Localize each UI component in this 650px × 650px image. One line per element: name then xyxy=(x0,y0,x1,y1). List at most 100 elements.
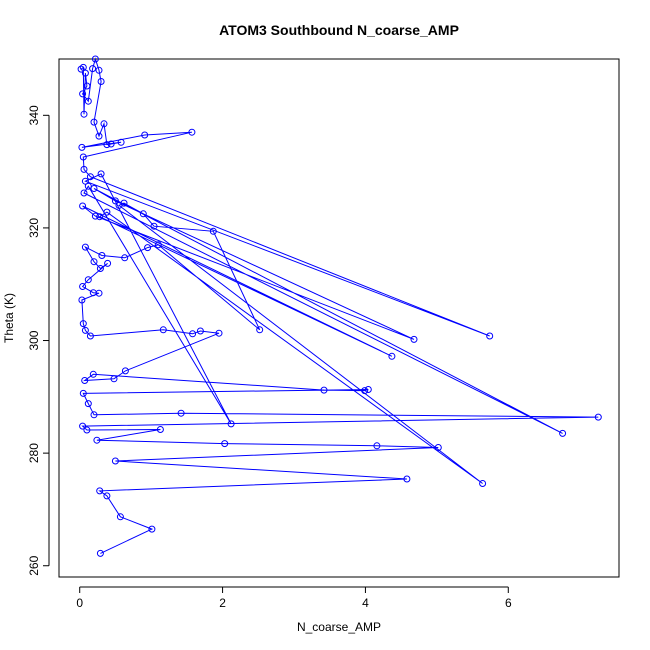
data-point xyxy=(121,254,129,262)
data-point xyxy=(79,90,87,98)
y-axis: 260 280 300 320 340 xyxy=(27,105,50,576)
data-point xyxy=(227,420,235,428)
data-point xyxy=(95,289,103,297)
data-point xyxy=(410,335,418,343)
y-tick-label: 300 xyxy=(27,330,41,350)
data-point xyxy=(156,426,164,433)
data-point xyxy=(209,227,217,235)
data-point xyxy=(95,66,103,74)
data-point xyxy=(103,141,111,149)
y-tick-label: 260 xyxy=(27,555,41,575)
x-tick-label: 4 xyxy=(362,596,369,610)
data-point xyxy=(79,202,87,210)
y-tick-label: 340 xyxy=(27,105,41,125)
data-point xyxy=(116,513,124,521)
data-point xyxy=(86,173,94,181)
data-point xyxy=(486,332,494,340)
data-point xyxy=(84,97,92,105)
plot-frame xyxy=(58,58,620,578)
y-tick-label: 320 xyxy=(27,218,41,238)
data-point xyxy=(256,326,264,334)
data-point xyxy=(83,82,91,90)
data-point xyxy=(373,442,381,450)
data-point xyxy=(479,480,487,487)
data-point xyxy=(91,55,99,63)
data-point xyxy=(215,329,223,337)
data-point xyxy=(104,259,112,267)
data-point xyxy=(84,400,92,408)
data-point xyxy=(117,138,125,146)
data-point xyxy=(90,185,98,192)
data-point xyxy=(80,110,88,118)
data-point xyxy=(83,426,91,434)
data-point xyxy=(320,386,328,394)
data-point xyxy=(141,131,149,139)
series-line xyxy=(80,57,599,554)
data-point xyxy=(154,241,162,249)
data-point xyxy=(90,118,98,126)
data-point xyxy=(148,525,156,533)
data-point xyxy=(188,128,196,136)
data-point xyxy=(111,197,119,205)
data-point xyxy=(139,210,147,218)
data-point xyxy=(150,222,158,230)
data-point xyxy=(79,283,87,290)
data-point xyxy=(434,444,442,451)
data-point xyxy=(79,153,87,161)
data-point xyxy=(594,413,602,421)
data-point xyxy=(196,327,204,335)
data-point xyxy=(111,457,119,465)
data-point xyxy=(120,199,128,207)
data-point xyxy=(189,330,197,338)
data-point xyxy=(84,276,92,284)
data-point xyxy=(81,177,89,185)
data-point xyxy=(96,549,104,557)
data-point xyxy=(110,375,118,383)
data-point xyxy=(86,332,94,340)
data-point xyxy=(84,182,92,190)
data-point xyxy=(388,352,396,360)
chart-title: ATOM3 Southbound N_coarse_AMP xyxy=(219,22,459,38)
data-point xyxy=(81,69,89,77)
data-point xyxy=(144,244,152,252)
x-axis: 0 2 4 6 xyxy=(76,586,512,610)
data-point xyxy=(177,409,185,417)
data-point xyxy=(97,170,105,178)
data-point xyxy=(95,132,103,140)
data-point xyxy=(90,411,98,419)
data-point xyxy=(103,208,111,216)
data-point xyxy=(78,143,86,151)
data-point xyxy=(93,436,101,444)
y-axis-label: Theta (K) xyxy=(2,293,16,343)
data-point xyxy=(96,265,104,272)
data-point xyxy=(81,326,89,334)
data-point xyxy=(81,377,89,384)
data-point xyxy=(403,475,411,483)
data-point xyxy=(103,492,111,500)
data-point xyxy=(78,296,86,304)
x-tick-label: 0 xyxy=(76,596,83,610)
data-point xyxy=(89,65,97,73)
data-point xyxy=(79,422,87,430)
data-point xyxy=(96,213,104,221)
y-tick-label: 280 xyxy=(27,443,41,463)
data-point xyxy=(96,487,104,495)
data-point xyxy=(89,370,97,378)
data-point xyxy=(98,252,106,259)
x-tick-label: 6 xyxy=(505,596,512,610)
data-point xyxy=(79,389,87,397)
data-point xyxy=(80,189,88,197)
data-point xyxy=(121,367,129,375)
data-point xyxy=(100,120,108,128)
plot-area xyxy=(77,55,602,557)
data-point xyxy=(107,140,115,148)
data-point xyxy=(361,387,369,395)
x-axis-label: N_coarse_AMP xyxy=(297,620,381,634)
data-point xyxy=(91,212,99,220)
data-point xyxy=(90,258,98,266)
data-point xyxy=(79,320,87,328)
data-point xyxy=(221,440,229,448)
data-point xyxy=(77,65,85,73)
data-point xyxy=(97,78,105,85)
